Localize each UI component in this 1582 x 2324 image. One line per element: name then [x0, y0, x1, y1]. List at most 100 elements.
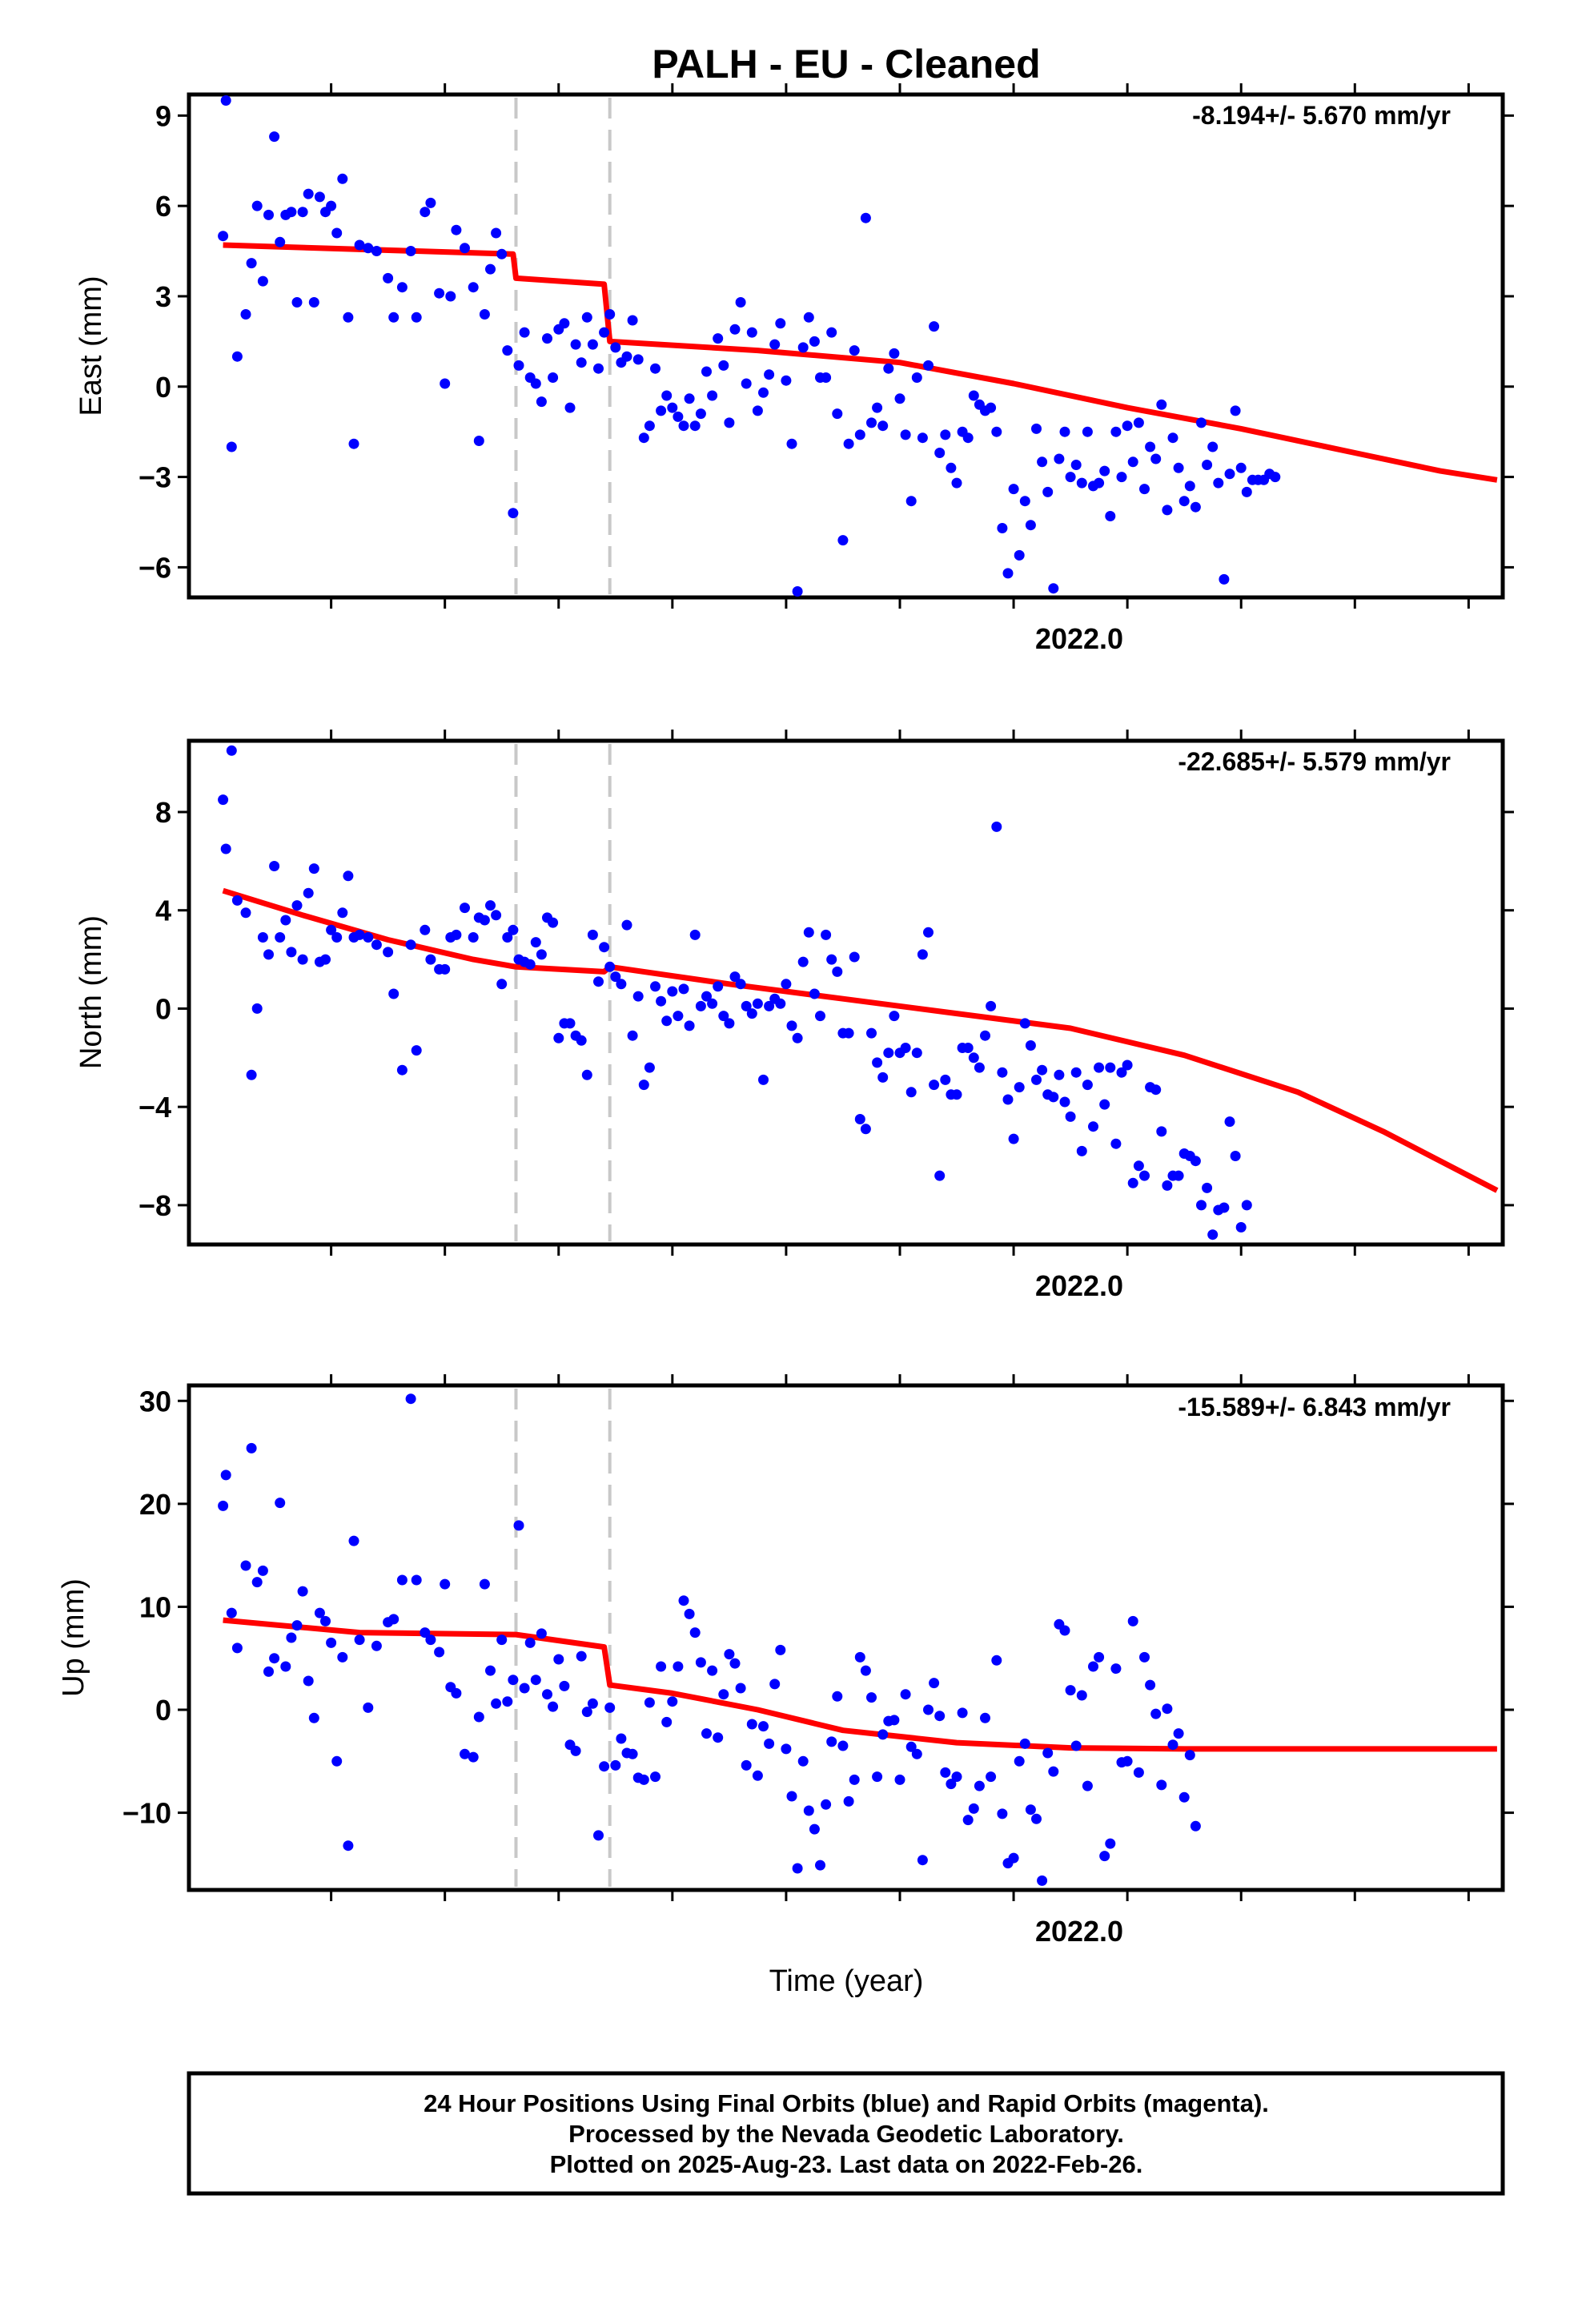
up-data-point	[729, 1658, 741, 1669]
north-data-point	[923, 927, 934, 938]
north-data-point	[425, 954, 436, 965]
east-data-point	[707, 390, 718, 401]
up-data-point	[286, 1632, 297, 1643]
east-data-point	[1037, 456, 1048, 468]
up-data-point	[440, 1578, 451, 1590]
north-data-point	[752, 998, 763, 1009]
east-data-point	[405, 246, 416, 256]
north-data-point	[388, 988, 400, 999]
north-data-point	[656, 995, 667, 1007]
east-data-point	[821, 372, 832, 383]
east-data-point	[371, 246, 382, 256]
up-data-point	[420, 1627, 431, 1638]
north-data-point	[1105, 1062, 1116, 1073]
east-data-point	[581, 312, 592, 323]
east-data-point	[425, 197, 436, 208]
up-data-point	[713, 1732, 724, 1743]
east-data-point	[889, 348, 900, 359]
up-fit-line	[223, 1617, 1497, 1752]
up-data-point	[673, 1661, 684, 1672]
up-data-point	[297, 1586, 308, 1597]
up-data-point	[434, 1647, 445, 1658]
north-data-point	[741, 1000, 752, 1011]
north-data-point	[866, 1027, 877, 1039]
up-data-point	[758, 1721, 769, 1732]
east-data-point	[911, 372, 922, 383]
up-data-point	[1127, 1615, 1138, 1626]
up-data-point	[363, 1702, 374, 1713]
up-data-point	[980, 1712, 990, 1723]
east-data-point	[718, 360, 729, 371]
north-data-point	[1070, 1067, 1082, 1078]
north-data-point	[980, 1030, 990, 1041]
east-data-point	[1127, 456, 1138, 468]
east-data-point	[1054, 453, 1065, 464]
up-data-point	[226, 1607, 237, 1618]
up-data-point	[724, 1649, 735, 1660]
east-data-point	[411, 312, 422, 323]
up-data-point	[218, 1500, 229, 1511]
up-data-point	[1082, 1780, 1093, 1791]
up-data-point	[1110, 1663, 1122, 1675]
north-rate-label: -22.685+/- 5.579 mm/yr	[1178, 747, 1451, 776]
east-data-point	[678, 420, 689, 432]
north-data-point	[832, 966, 843, 977]
up-data-point	[1190, 1820, 1201, 1831]
east-data-point	[1213, 477, 1224, 489]
east-data-point	[1167, 432, 1178, 444]
up-data-point	[263, 1666, 274, 1677]
up-data-point	[269, 1653, 280, 1664]
up-data-point	[951, 1771, 962, 1783]
up-data-point	[275, 1498, 286, 1509]
north-data-point	[991, 821, 1002, 832]
north-y-tick-label: −4	[139, 1091, 171, 1124]
east-data-point	[872, 402, 883, 413]
north-data-point	[496, 979, 508, 990]
north-y-tick-label: 8	[155, 796, 171, 829]
east-data-point	[1065, 472, 1076, 483]
north-data-point	[1122, 1059, 1133, 1071]
east-data-point	[769, 339, 781, 350]
east-panel: -8.194+/- 5.670 mm/yr East (mm) 2022.0 −…	[74, 83, 1514, 655]
north-data-point	[797, 956, 809, 967]
east-data-point	[786, 438, 797, 449]
up-data-point	[837, 1740, 849, 1751]
north-data-point	[1190, 1156, 1201, 1167]
north-data-point	[701, 991, 712, 1002]
east-data-point	[951, 477, 962, 489]
up-data-point	[962, 1815, 974, 1826]
north-data-point	[275, 932, 286, 943]
east-y-tick-label: 0	[155, 371, 171, 404]
up-data-point	[894, 1774, 905, 1785]
up-data-point	[900, 1689, 911, 1700]
north-data-point	[1230, 1151, 1241, 1161]
up-data-point	[491, 1698, 502, 1709]
north-data-point	[524, 959, 536, 970]
east-data-point	[627, 315, 638, 326]
east-data-point	[451, 224, 462, 235]
up-data-point	[388, 1614, 400, 1625]
north-data-point	[337, 907, 348, 919]
north-data-point	[291, 900, 303, 911]
north-data-point	[502, 932, 513, 943]
up-data-point	[968, 1803, 979, 1814]
north-data-point	[1037, 1064, 1048, 1076]
up-data-point	[354, 1634, 365, 1646]
north-data-point	[746, 1008, 757, 1019]
north-data-point	[951, 1089, 962, 1100]
north-data-point	[280, 915, 291, 926]
up-data-point	[519, 1683, 530, 1694]
north-data-point	[1173, 1170, 1184, 1181]
east-data-point	[502, 345, 513, 356]
up-data-point	[1173, 1728, 1184, 1739]
north-data-point	[667, 986, 678, 997]
east-data-point	[536, 396, 547, 408]
up-data-point	[917, 1855, 928, 1866]
north-data-point	[405, 939, 416, 951]
up-data-point	[553, 1654, 564, 1665]
north-data-point	[326, 924, 337, 935]
up-data-point	[485, 1665, 496, 1676]
north-data-point	[735, 979, 746, 990]
up-data-point	[530, 1675, 541, 1686]
up-data-point	[308, 1712, 319, 1723]
